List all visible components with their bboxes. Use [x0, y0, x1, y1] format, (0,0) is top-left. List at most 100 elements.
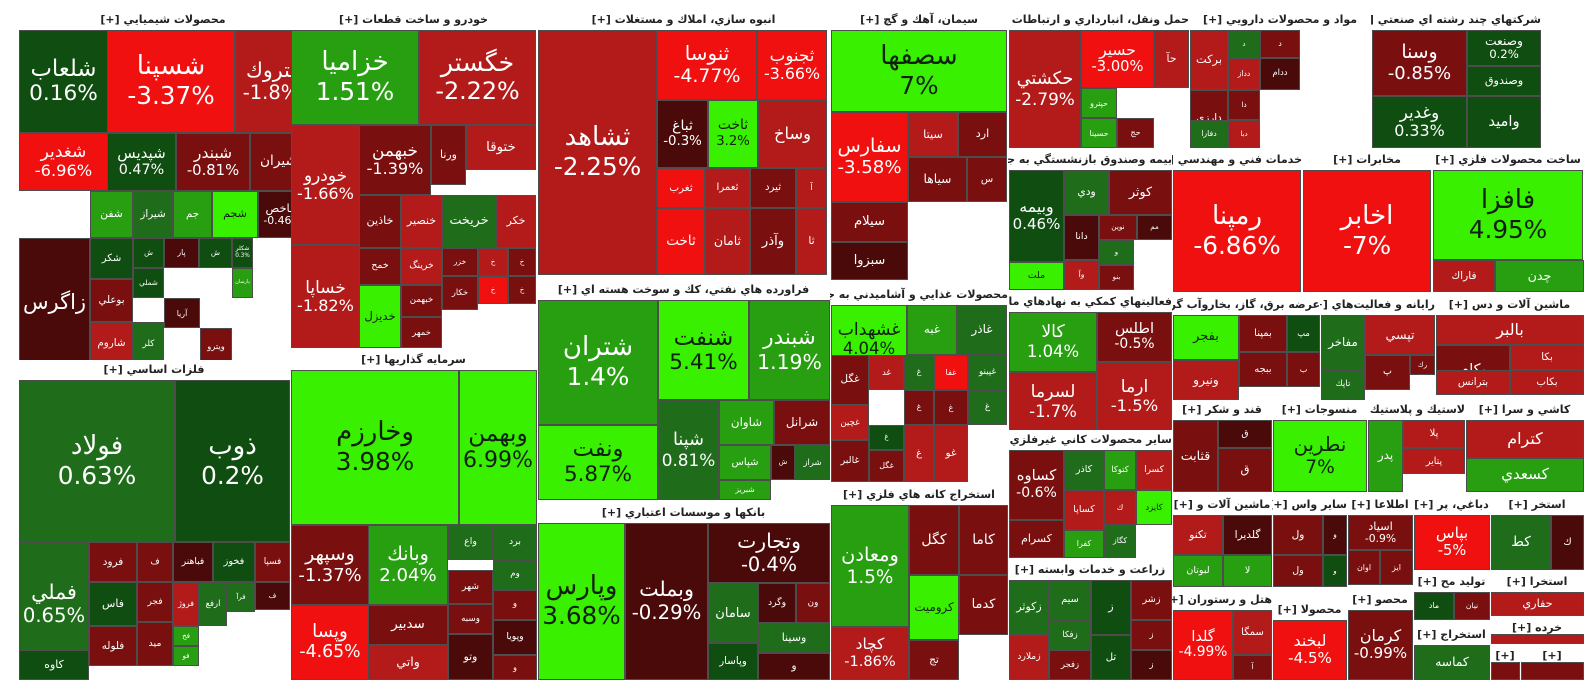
sector-title[interactable]: هتل و رستوران [+] — [1172, 590, 1272, 610]
stock-cell[interactable]: كسرام — [1009, 520, 1064, 558]
stock-cell[interactable]: زفكا — [1049, 620, 1091, 650]
stock-cell[interactable]: ش — [771, 445, 795, 480]
stock-cell[interactable]: ز — [1131, 620, 1172, 650]
stock-cell[interactable]: خريخت — [442, 195, 496, 248]
stock-cell[interactable]: فافزا 4.95% — [1433, 170, 1583, 260]
stock-cell[interactable]: ثيرد — [750, 168, 796, 208]
stock-cell[interactable]: شپاس — [719, 445, 771, 480]
stock-cell[interactable]: بمپنا — [1239, 315, 1287, 352]
stock-cell[interactable]: و — [1099, 240, 1134, 265]
stock-cell[interactable]: كلر — [133, 322, 164, 366]
stock-cell[interactable]: كتوكا — [1104, 450, 1136, 490]
stock-cell[interactable]: پتاير — [1403, 448, 1465, 474]
stock-cell[interactable]: غگل — [831, 355, 869, 405]
stock-cell[interactable]: دفارا — [1190, 120, 1228, 148]
stock-cell[interactable]: غ — [904, 390, 934, 425]
stock-cell[interactable]: وبملت -0.29% — [625, 523, 708, 680]
stock-cell[interactable]: بپاس -5% — [1414, 515, 1490, 570]
stock-cell[interactable]: وبهمن 6.99% — [459, 370, 537, 525]
sector-title[interactable]: استخراج [+] — [1413, 625, 1490, 645]
sector-title[interactable]: فراورده هاي نفتي، كك و سوخت هسته اي [+] — [537, 280, 830, 300]
stock-cell[interactable]: جم — [173, 191, 212, 238]
stock-cell[interactable]: تكنو — [1173, 515, 1223, 555]
stock-cell[interactable]: ارد — [958, 112, 1007, 157]
stock-cell[interactable]: خساپا -1.82% — [291, 245, 360, 348]
stock-cell[interactable]: ز — [1131, 650, 1172, 680]
sector-title[interactable]: [+] — [1490, 646, 1520, 662]
sector-title[interactable]: [+] — [1520, 646, 1584, 662]
stock-cell[interactable]: شراز — [795, 445, 830, 480]
sector-title[interactable]: محصو [+] — [1347, 590, 1413, 610]
stock-cell[interactable]: كايزد — [1136, 490, 1172, 525]
stock-cell[interactable]: شجم — [212, 191, 258, 238]
stock-cell[interactable]: كالا 1.04% — [1009, 312, 1097, 372]
stock-cell[interactable]: حپترو — [1081, 88, 1117, 118]
sector-title[interactable]: ماشين آلات و [+] — [1172, 495, 1272, 515]
stock-cell[interactable]: ون — [796, 583, 830, 623]
stock-cell[interactable]: ببجه — [1239, 352, 1287, 387]
stock-cell[interactable]: س — [967, 157, 1007, 202]
stock-cell[interactable]: فملي 0.65% — [19, 542, 89, 666]
stock-cell[interactable]: كدما — [959, 575, 1008, 635]
sector-title[interactable]: سرمايه گذاريها [+] — [290, 350, 537, 370]
stock-cell[interactable]: پلا — [1403, 420, 1465, 448]
stock-cell[interactable]: ول — [1273, 515, 1323, 555]
stock-cell[interactable]: ثجنوب -3.66% — [757, 30, 827, 100]
stock-cell[interactable]: بترانس — [1436, 370, 1510, 395]
stock-cell[interactable]: نطرين 7% — [1273, 420, 1367, 492]
sector-title[interactable]: ساير محصولات كاني غيرفلزي [+] — [1008, 430, 1172, 450]
stock-cell[interactable]: كساوه -0.6% — [1009, 450, 1064, 520]
stock-cell[interactable]: حفاري — [1491, 592, 1584, 616]
stock-cell[interactable]: خكار — [442, 276, 478, 310]
stock-cell[interactable]: سدبير — [368, 605, 448, 645]
stock-cell[interactable]: فو — [173, 646, 199, 666]
stock-cell[interactable]: ختوقا — [466, 125, 536, 170]
stock-cell[interactable]: سمگا — [1233, 610, 1272, 655]
stock-cell[interactable]: كاذر — [1064, 450, 1104, 490]
sector-title[interactable]: خودرو و ساخت قطعات [+] — [290, 10, 537, 30]
stock-cell[interactable]: غو — [934, 425, 968, 482]
stock-cell[interactable]: كفرا — [1064, 530, 1104, 558]
stock-cell[interactable]: بفجر — [1173, 315, 1239, 360]
sector-title[interactable]: خرده [+] — [1490, 618, 1584, 634]
stock-cell[interactable]: ثامان — [705, 208, 750, 275]
stock-cell[interactable]: ثا — [796, 208, 827, 275]
stock-cell[interactable]: زملارد — [1009, 635, 1049, 680]
stock-cell[interactable]: ثغرب — [657, 168, 705, 208]
stock-cell[interactable]: ش — [133, 238, 164, 268]
stock-cell[interactable]: خ — [478, 276, 508, 304]
stock-cell[interactable]: ايز — [1380, 550, 1413, 585]
stock-cell[interactable]: حسينا — [1081, 118, 1117, 148]
stock-cell[interactable]: بوعلي — [90, 279, 133, 322]
sector-title[interactable]: شركتهاي چند رشته اي صنعتي [+] — [1371, 10, 1541, 30]
stock-cell[interactable]: مپ — [1287, 315, 1320, 352]
stock-cell[interactable]: ق — [1218, 420, 1272, 448]
sector-title[interactable]: بانكها و موسسات اعتباري [+] — [537, 503, 830, 523]
stock-cell[interactable]: كرمان -0.99% — [1348, 610, 1413, 680]
stock-cell[interactable]: زكوثر — [1009, 580, 1049, 635]
stock-cell[interactable]: آريا — [164, 298, 200, 328]
stock-cell[interactable]: كچاد -1.86% — [831, 627, 909, 680]
stock-cell[interactable]: شهر — [448, 570, 493, 604]
stock-cell[interactable]: پ — [1365, 355, 1410, 390]
stock-cell[interactable]: و — [1323, 515, 1347, 555]
sector-title[interactable]: مواد و محصولات دارويي [+] — [1189, 10, 1371, 30]
stock-cell[interactable]: كط — [1491, 515, 1551, 570]
stock-cell[interactable]: كگل — [909, 505, 959, 575]
stock-cell[interactable]: غ — [869, 425, 904, 450]
sector-title[interactable]: كاشي و سرا [+] — [1465, 400, 1584, 420]
stock-cell[interactable]: غ — [934, 390, 968, 425]
stock-cell[interactable]: شتران 1.4% — [538, 300, 658, 425]
stock-cell[interactable]: شفن — [90, 191, 133, 238]
stock-cell[interactable]: ملت — [1009, 262, 1064, 290]
stock-cell[interactable]: بنو — [1099, 265, 1134, 290]
sector-title[interactable]: سيمان، آهك و گچ [+] — [830, 10, 1008, 30]
stock-cell[interactable]: ك — [1104, 490, 1136, 525]
sector-title[interactable]: محصولات غذايي و آشاميدني به جز [+] — [830, 285, 1008, 305]
stock-cell[interactable]: شپنا 0.81% — [658, 400, 719, 500]
stock-cell[interactable]: ثاخت — [657, 208, 705, 275]
stock-cell[interactable]: د — [1260, 30, 1300, 58]
stock-cell[interactable]: ك — [1551, 515, 1584, 570]
stock-cell[interactable]: كسعدي — [1466, 458, 1584, 492]
stock-cell[interactable]: آ — [1233, 655, 1272, 680]
